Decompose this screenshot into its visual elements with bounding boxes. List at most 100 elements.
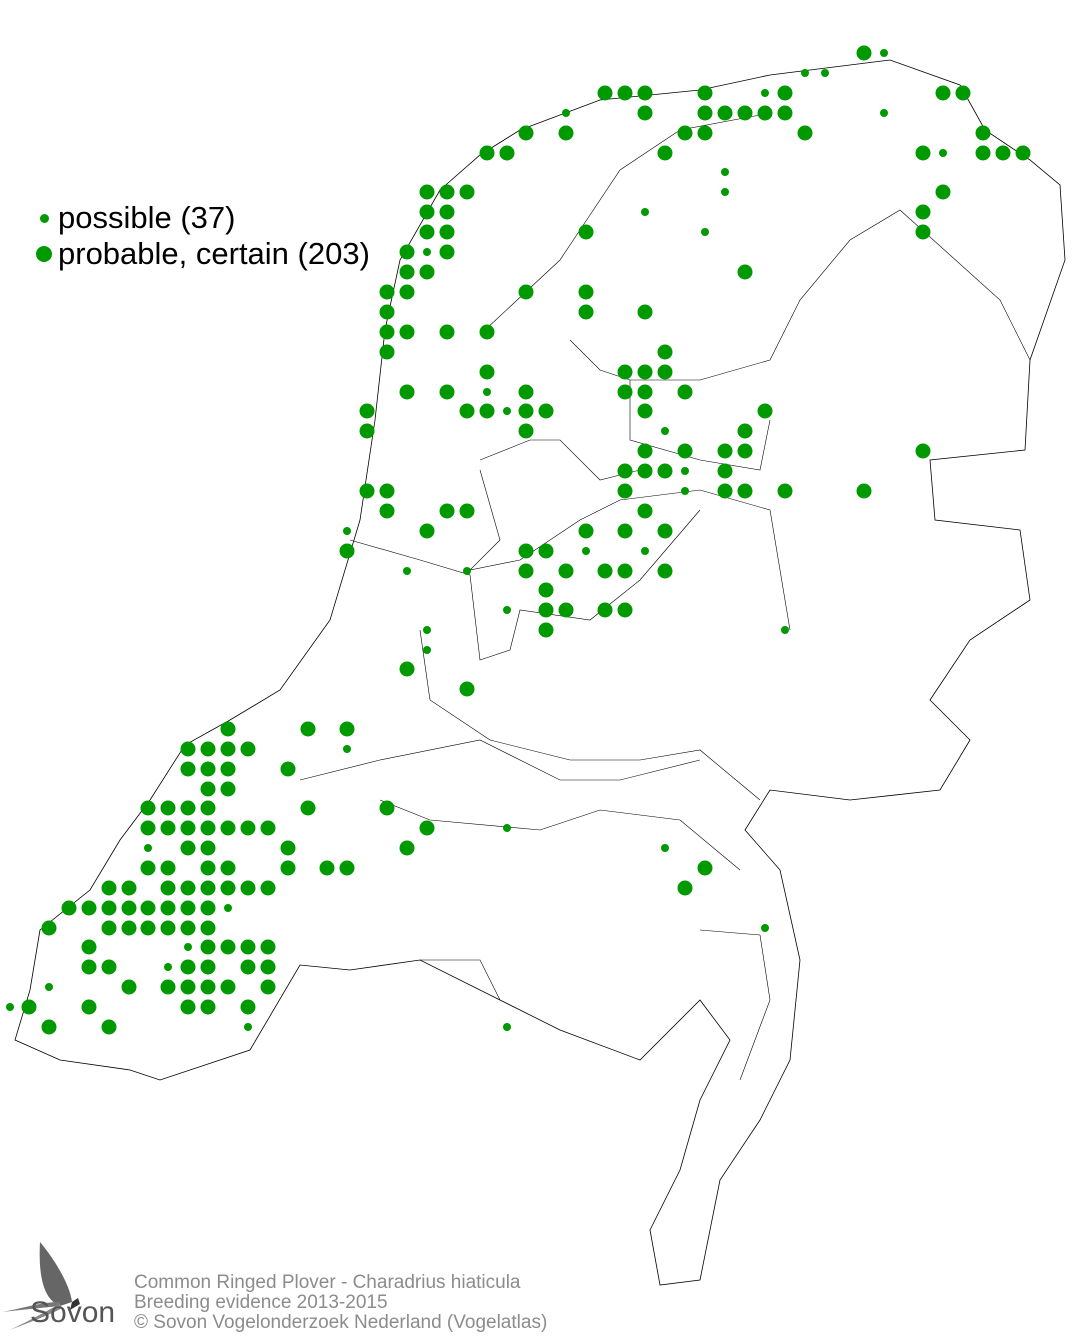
probable-certain-dot (558, 602, 574, 618)
possible-dot (343, 745, 351, 753)
probable-certain-dot (200, 840, 216, 856)
probable-certain-dot (260, 820, 276, 836)
probable-certain-dot (379, 800, 395, 816)
probable-certain-dot (717, 483, 733, 499)
probable-certain-dot (419, 224, 435, 240)
probable-certain-dot (419, 820, 435, 836)
probable-certain-dot (121, 979, 137, 995)
probable-certain-dot (757, 403, 773, 419)
probable-certain-dot (777, 85, 793, 101)
probable-certain-dot (220, 781, 236, 797)
probable-certain-dot (359, 483, 375, 499)
probable-certain-dot (140, 820, 156, 836)
probable-certain-dot (101, 1019, 117, 1035)
probable-certain-dot (657, 145, 673, 161)
probable-certain-dot (180, 840, 196, 856)
probable-certain-dot (240, 741, 256, 757)
probable-certain-dot (657, 364, 673, 380)
probable-certain-dot (717, 443, 733, 459)
possible-dot (503, 1023, 511, 1031)
probable-certain-dot (617, 602, 633, 618)
probable-certain-dot (180, 820, 196, 836)
probable-certain-dot (697, 860, 713, 876)
probable-certain-dot (160, 900, 176, 916)
probable-certain-dot (975, 125, 991, 141)
probable-certain-dot (459, 403, 475, 419)
probable-certain-dot (140, 800, 156, 816)
probable-certain-dot (955, 85, 971, 101)
probable-certain-dot (995, 145, 1011, 161)
large-dot-icon (36, 246, 52, 262)
possible-dot (463, 567, 471, 575)
probable-certain-dot (101, 880, 117, 896)
probable-certain-dot (359, 423, 375, 439)
probable-certain-dot (160, 880, 176, 896)
inner-boundaries (299, 114, 1031, 1081)
probable-certain-dot (558, 125, 574, 141)
possible-dot (939, 149, 947, 157)
probable-certain-dot (637, 463, 653, 479)
probable-certain-dot (61, 900, 77, 916)
possible-dot (164, 963, 172, 971)
probable-certain-dot (439, 244, 455, 260)
probable-certain-dot (459, 681, 475, 697)
probable-certain-dot (538, 602, 554, 618)
probable-certain-dot (737, 264, 753, 280)
probable-certain-dot (439, 384, 455, 400)
probable-certain-dot (379, 324, 395, 340)
probable-certain-dot (617, 364, 633, 380)
probable-certain-dot (200, 959, 216, 975)
probable-certain-dot (399, 284, 415, 300)
possible-dot (244, 1023, 252, 1031)
probable-certain-dot (459, 503, 475, 519)
probable-certain-dot (439, 224, 455, 240)
probable-certain-dot (200, 761, 216, 777)
possible-dot (681, 467, 689, 475)
probable-certain-dot (140, 860, 156, 876)
probable-certain-dot (617, 384, 633, 400)
probable-certain-dot (538, 582, 554, 598)
probable-certain-dot (578, 224, 594, 240)
probable-certain-dot (637, 503, 653, 519)
probable-certain-dot (915, 224, 931, 240)
probable-certain-dot (637, 304, 653, 320)
sovon-bird-logo-icon (2, 1242, 80, 1330)
probable-certain-dot (617, 483, 633, 499)
possible-dot (45, 983, 53, 991)
probable-certain-dot (200, 920, 216, 936)
probable-certain-dot (479, 403, 495, 419)
probable-certain-dot (21, 999, 37, 1015)
probable-certain-dot (737, 105, 753, 121)
probable-certain-dot (538, 403, 554, 419)
probable-certain-dot (717, 463, 733, 479)
probable-certain-dot (220, 939, 236, 955)
probable-certain-dot (121, 900, 137, 916)
probable-certain-dot (220, 880, 236, 896)
possible-dot (184, 943, 192, 951)
probable-certain-dot (319, 860, 335, 876)
probable-certain-dot (180, 959, 196, 975)
probable-certain-dot (200, 999, 216, 1015)
probable-certain-dot (419, 264, 435, 280)
probable-certain-dot (617, 85, 633, 101)
probable-certain-dot (260, 959, 276, 975)
probable-certain-dot (200, 939, 216, 955)
probable-certain-dot (975, 145, 991, 161)
probable-certain-dot (260, 880, 276, 896)
probable-certain-dot (479, 145, 495, 161)
possible-dot (761, 89, 769, 97)
country-outline (14, 59, 1066, 1286)
possible-dot (483, 388, 491, 396)
probable-certain-dot (915, 204, 931, 220)
possible-dot (224, 904, 232, 912)
probable-certain-dot (518, 403, 534, 419)
probable-certain-dot (160, 920, 176, 936)
probable-certain-dot (617, 523, 633, 539)
probable-certain-dot (657, 463, 673, 479)
probable-certain-dot (160, 979, 176, 995)
possible-dot (144, 844, 152, 852)
small-dot-icon (39, 213, 49, 223)
probable-certain-dot (280, 860, 296, 876)
probable-certain-dot (101, 920, 117, 936)
probable-certain-dot (677, 384, 693, 400)
